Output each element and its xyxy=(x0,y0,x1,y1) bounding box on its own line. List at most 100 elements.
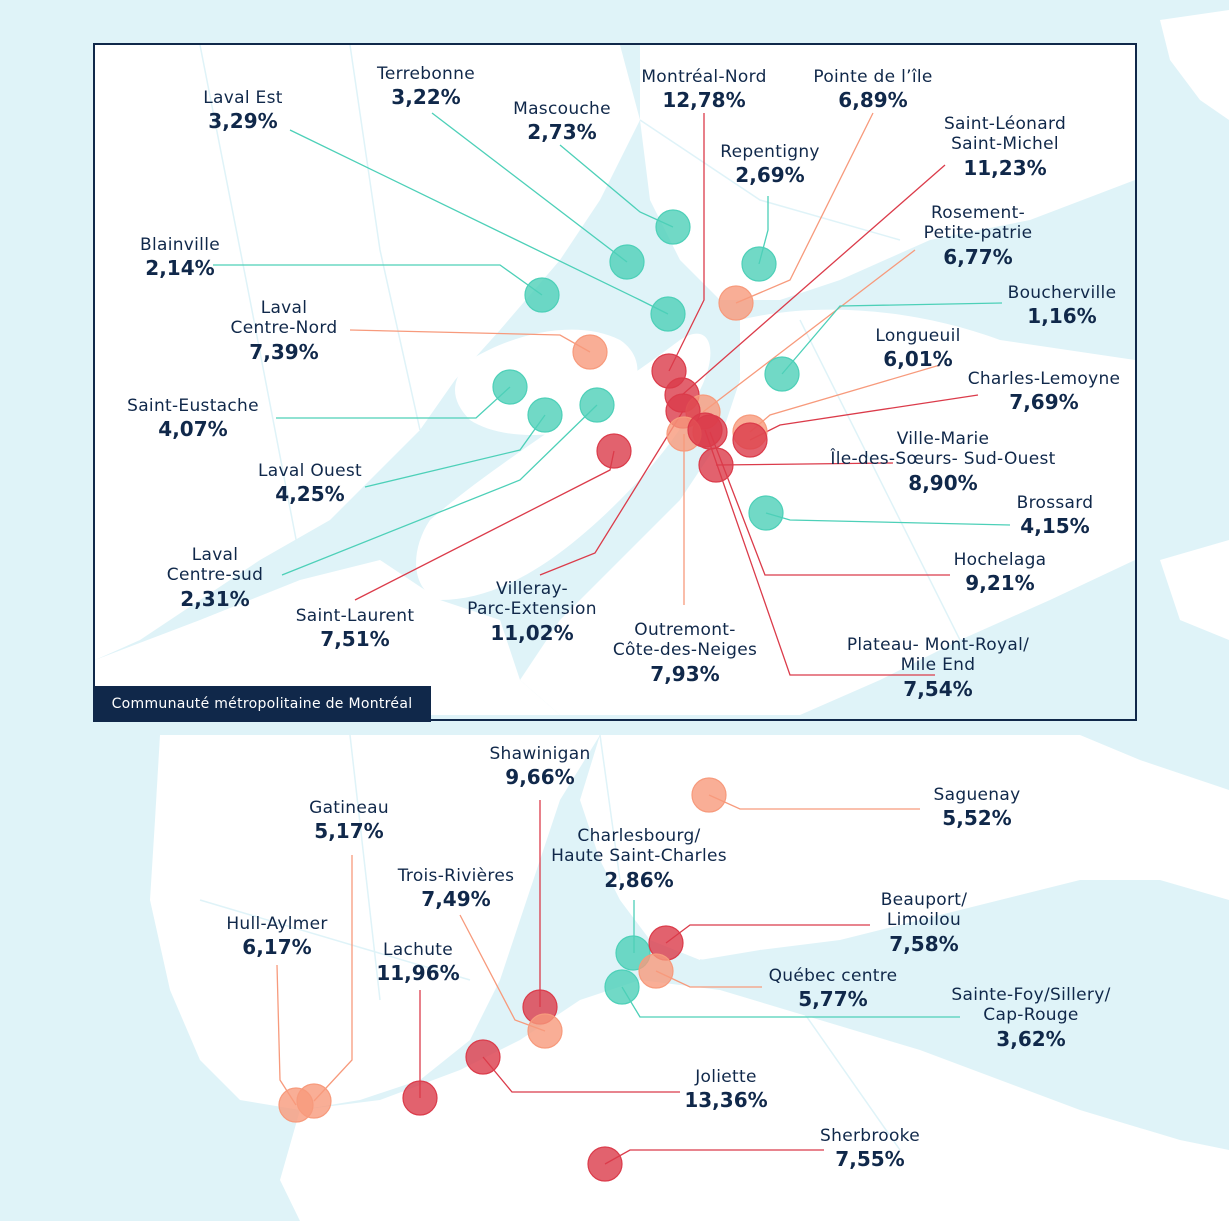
marker-saguenay[interactable] xyxy=(691,777,727,813)
label-name: Rosement- xyxy=(930,203,1026,223)
marker-charles-lemoyne[interactable] xyxy=(732,422,768,458)
leader-plateau xyxy=(704,429,935,676)
land-montreal-island xyxy=(416,333,711,600)
marker-saint-laurent[interactable] xyxy=(596,433,632,469)
marker-sherbrooke[interactable] xyxy=(587,1146,623,1182)
land-layer xyxy=(95,10,1229,1221)
label-name: Repentigny xyxy=(720,142,820,162)
leader-boucherville xyxy=(781,302,1003,375)
label-percentage: 7,55% xyxy=(835,1147,905,1172)
label-rosemont: Rosement- Petite-patrie 6,77% xyxy=(924,203,1033,269)
marker-hull-aylmer[interactable] xyxy=(278,1087,314,1123)
label-percentage: 3,29% xyxy=(208,109,278,134)
marker-joliette[interactable] xyxy=(465,1039,501,1075)
marker-pointe-de-lile[interactable] xyxy=(718,285,754,321)
label-percentage: 2,73% xyxy=(527,120,597,145)
marker-laval-centre-sud[interactable] xyxy=(579,387,615,423)
label-percentage: 9,21% xyxy=(965,571,1035,596)
label-percentage: 7,39% xyxy=(249,339,319,364)
label-name: Laval Est xyxy=(203,88,283,108)
label-name: Hull-Aylmer xyxy=(226,914,328,934)
label-percentage: 3,22% xyxy=(391,85,461,110)
label-plateau: Plateau- Mont-Royal/Mile End 7,54% xyxy=(847,635,1029,701)
marker-boucherville[interactable] xyxy=(764,356,800,392)
label-charles-lemoyne: Charles-Lemoyne 7,69% xyxy=(968,369,1121,414)
leader-saint-leonard xyxy=(681,164,946,396)
label-name: Haute Saint-Charles xyxy=(551,846,727,867)
label-name: Parc-Extension xyxy=(467,599,597,620)
label-name: Longueuil xyxy=(875,326,961,346)
marker-blainville[interactable] xyxy=(524,277,560,313)
label-name: Côte-des-Neiges xyxy=(612,640,758,661)
label-name: Plateau- Mont-Royal/ xyxy=(846,635,1030,655)
land-upper-left xyxy=(95,45,640,660)
label-percentage: 7,93% xyxy=(650,661,720,686)
label-lachute: Lachute 11,96% xyxy=(376,940,459,985)
marker-saint-eustache[interactable] xyxy=(492,369,528,405)
label-name: Outremont- xyxy=(634,620,736,640)
leader-rosemont xyxy=(702,249,916,413)
label-repentigny: Repentigny 2,69% xyxy=(720,142,820,187)
label-trois-rivieres: Trois-Rivières 7,49% xyxy=(398,866,515,911)
marker-mascouche[interactable] xyxy=(655,209,691,245)
label-percentage: 6,89% xyxy=(838,88,908,113)
label-longueuil: Longueuil 6,01% xyxy=(875,326,960,371)
label-terrebonne: Terrebonne 3,22% xyxy=(377,64,475,109)
label-laval-centre-sud: Laval Centre-sud 2,31% xyxy=(167,545,263,611)
label-name: Boucherville xyxy=(1007,283,1117,303)
marker-terrebonne[interactable] xyxy=(609,244,645,280)
land-north-shore xyxy=(640,45,1135,300)
inset-title: Communauté métropolitaine de Montréal xyxy=(93,686,431,722)
marker-repentigny[interactable] xyxy=(741,246,777,282)
marker-ville-marie[interactable] xyxy=(698,447,734,483)
label-name: Laval Ouest xyxy=(258,461,362,481)
label-name: Québec centre xyxy=(768,966,898,986)
marker-laval-est[interactable] xyxy=(650,296,686,332)
label-name: Pointe de l’île xyxy=(813,67,933,87)
label-ville-marie: Ville-Marie Île-des-Sœurs- Sud-Ouest 8,90% xyxy=(830,429,1055,495)
label-villeray: Villeray- Parc-Extension 11,02% xyxy=(467,579,597,645)
land-east-tip xyxy=(1160,10,1229,120)
label-percentage: 5,17% xyxy=(314,819,384,844)
marker-lachute[interactable] xyxy=(402,1080,438,1116)
label-name: Centre-Nord xyxy=(230,318,338,339)
label-name: Saint-Eustache xyxy=(127,396,259,416)
label-name: Mile End xyxy=(900,655,976,676)
label-name: Sainte-Foy/Sillery/ xyxy=(951,985,1111,1005)
label-name: Charles-Lemoyne xyxy=(967,369,1121,389)
label-name: Terrebonne xyxy=(377,64,475,84)
label-name: Cap-Rouge xyxy=(983,1005,1079,1026)
label-blainville: Blainville 2,14% xyxy=(140,235,220,280)
label-percentage: 4,25% xyxy=(275,482,345,507)
label-outremont: Outremont- Côte-des-Neiges 7,93% xyxy=(613,620,757,686)
label-name: Saguenay xyxy=(933,785,1021,805)
label-name: Trois-Rivières xyxy=(397,866,515,886)
marker-laval-ouest[interactable] xyxy=(527,397,563,433)
label-saint-laurent: Saint-Laurent 7,51% xyxy=(296,606,415,651)
label-laval-centre-nord: Laval Centre-Nord 7,39% xyxy=(231,298,338,364)
label-percentage: 3,62% xyxy=(996,1026,1066,1051)
marker-brossard[interactable] xyxy=(748,495,784,531)
label-name: Charlesbourg/ xyxy=(577,826,701,846)
label-percentage: 7,69% xyxy=(1009,390,1079,415)
marker-laval-centre-nord[interactable] xyxy=(572,334,608,370)
label-name: Laval xyxy=(191,545,239,565)
label-percentage: 6,01% xyxy=(883,347,953,372)
label-hull-aylmer: Hull-Aylmer 6,17% xyxy=(226,914,327,959)
label-name: Petite-patrie xyxy=(923,223,1033,244)
label-percentage: 7,54% xyxy=(903,676,973,701)
label-hochelaga: Hochelaga 9,21% xyxy=(954,550,1047,595)
label-percentage: 5,52% xyxy=(942,806,1012,831)
marker-sainte-foy[interactable] xyxy=(604,969,640,1005)
marker-trois-rivieres[interactable] xyxy=(527,1013,563,1049)
label-laval-est: Laval Est 3,29% xyxy=(203,88,282,133)
marker-plateau[interactable] xyxy=(687,412,723,448)
marker-quebec-centre[interactable] xyxy=(638,953,674,989)
leader-terrebonne xyxy=(431,112,628,263)
land-south-shore xyxy=(520,309,1135,715)
label-name: Villeray- xyxy=(496,579,568,599)
label-name: Île-des-Sœurs- Sud-Ouest xyxy=(830,449,1056,470)
label-name: Saint-Léonard xyxy=(943,114,1067,134)
label-percentage: 5,77% xyxy=(798,987,868,1012)
